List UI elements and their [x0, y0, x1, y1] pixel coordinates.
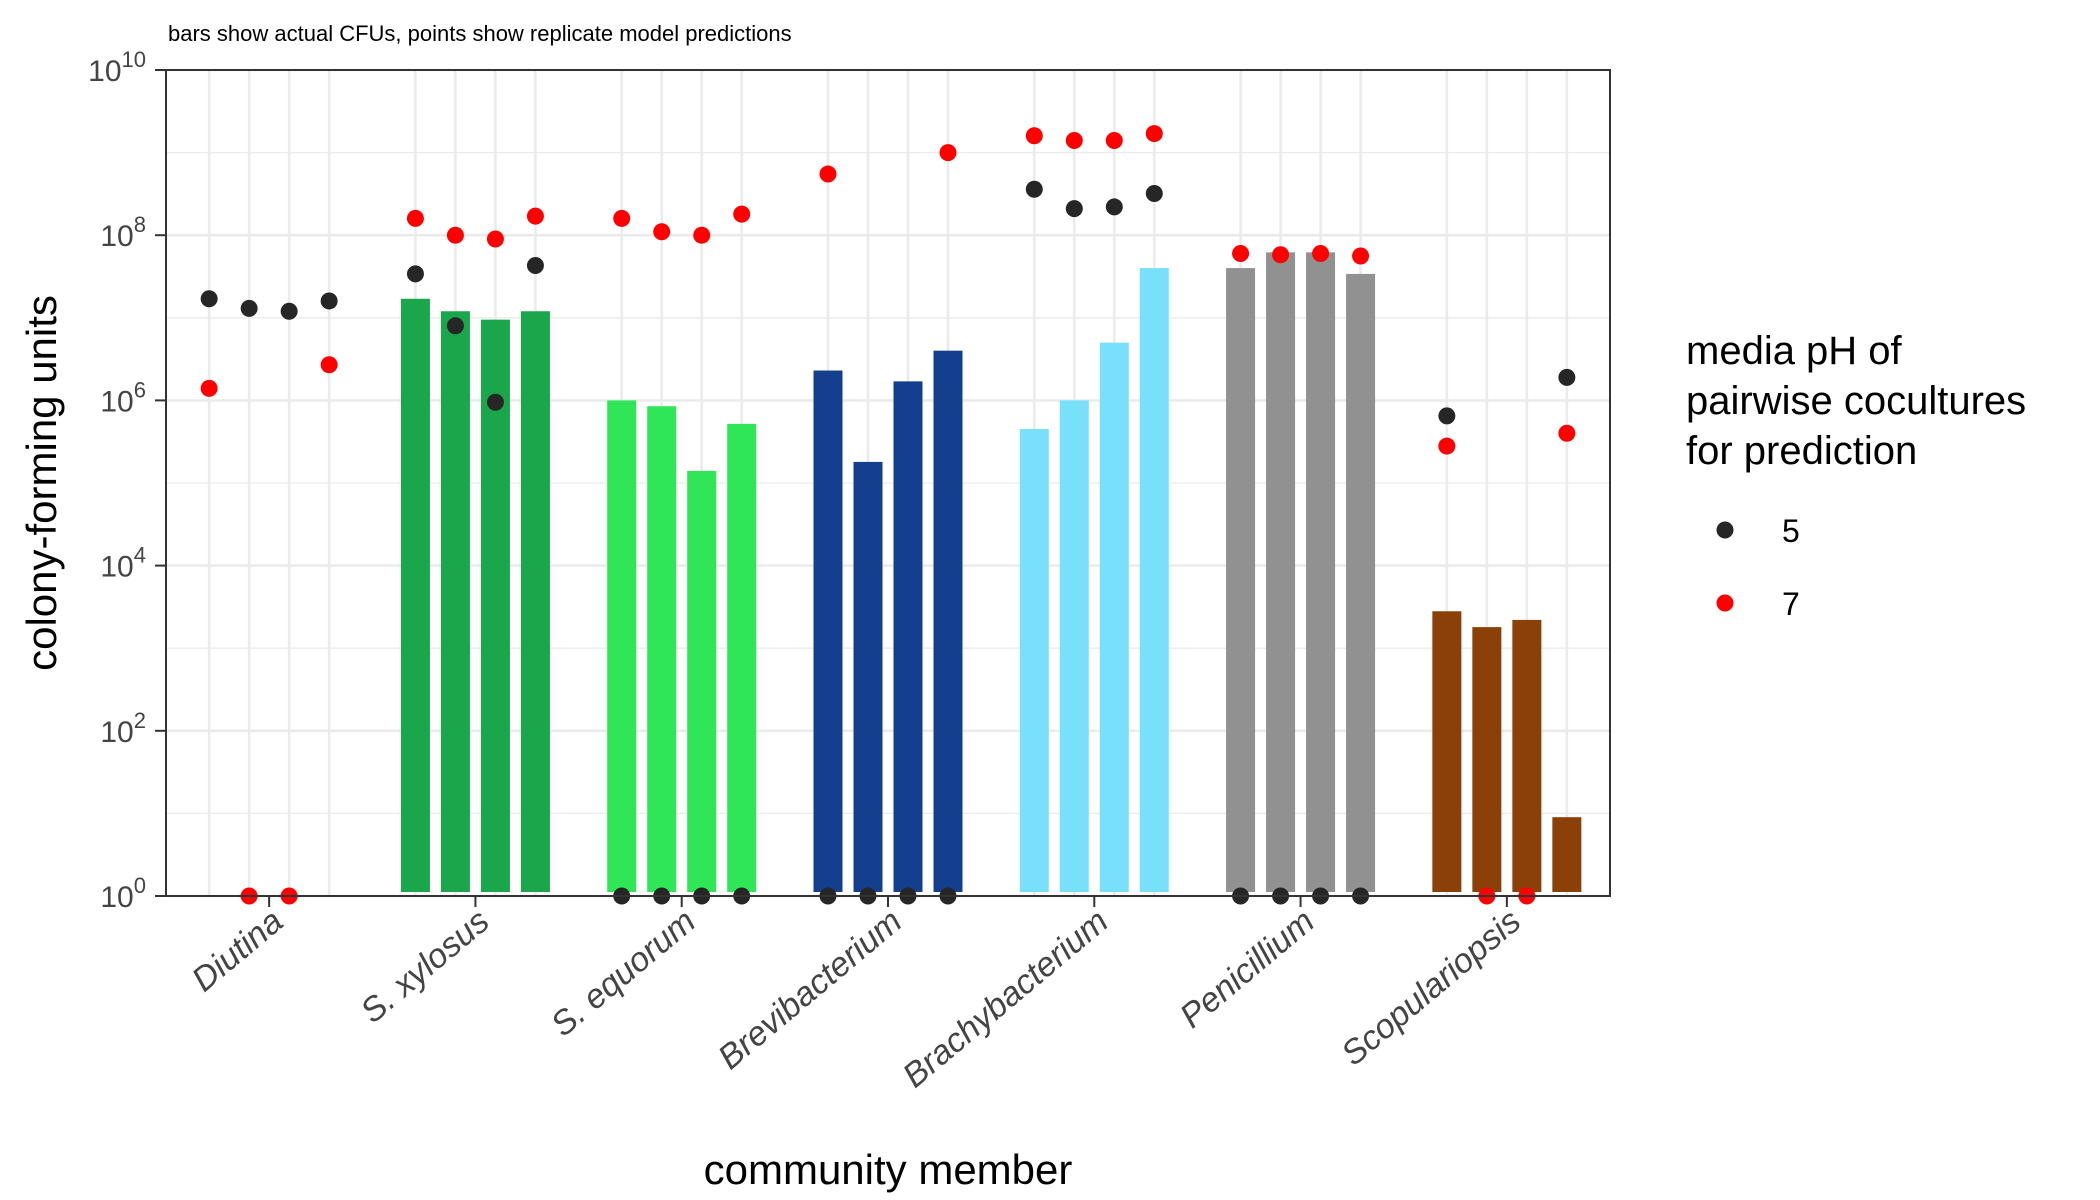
legend-label-7: 7 — [1782, 586, 1800, 622]
legend-key-7 — [1716, 594, 1734, 612]
bar-brachybacterium-rep-4 — [1139, 268, 1169, 893]
y-axis-title: colony-forming units — [18, 295, 65, 671]
point-ph5-s-xylosus — [526, 256, 544, 274]
point-ph7-s-equorum — [653, 223, 671, 241]
point-ph5-s-xylosus — [446, 317, 464, 335]
bar-penicillium-rep-3 — [1306, 252, 1336, 892]
point-ph5-scopulariopsis — [1558, 368, 1576, 386]
bar-scopulariopsis-rep-2 — [1472, 627, 1502, 892]
bar-penicillium-rep-1 — [1226, 268, 1256, 893]
chart-subtitle: bars show actual CFUs, points show repli… — [168, 21, 792, 46]
point-ph7-s-xylosus — [446, 226, 464, 244]
bar-brevibacterium-rep-3 — [893, 381, 923, 892]
legend-title-line-1: media pH of — [1686, 329, 1903, 373]
y-tick-label: 1010 — [88, 47, 146, 88]
x-axis-title: community member — [704, 1146, 1073, 1193]
x-tick-label-scopulariopsis: Scopulariopsis — [1334, 902, 1528, 1073]
bar-brevibacterium-rep-2 — [853, 461, 883, 892]
bar-s-xylosus-rep-3 — [480, 319, 510, 893]
point-ph5-brachybacterium — [1105, 198, 1123, 216]
x-tick-label-brevibacterium: Brevibacterium — [711, 902, 909, 1077]
point-ph7-penicillium — [1312, 245, 1330, 263]
y-tick-label: 104 — [100, 543, 146, 584]
point-ph7-s-xylosus — [526, 207, 544, 225]
bar-brachybacterium-rep-3 — [1099, 342, 1129, 893]
bar-brachybacterium-rep-2 — [1059, 400, 1089, 892]
point-ph5-brachybacterium — [1025, 180, 1043, 198]
legend-label-5: 5 — [1782, 513, 1800, 549]
bar-s-xylosus-rep-1 — [400, 298, 430, 893]
bar-s-equorum-rep-3 — [687, 470, 717, 892]
bar-penicillium-rep-4 — [1346, 273, 1376, 892]
point-ph5-brachybacterium — [1145, 184, 1163, 202]
point-ph7-scopulariopsis — [1558, 424, 1576, 442]
point-ph5-diutina — [240, 299, 258, 317]
point-ph7-s-xylosus — [406, 209, 424, 227]
bar-s-equorum-rep-1 — [607, 400, 637, 892]
point-ph7-penicillium — [1352, 247, 1370, 265]
point-ph7-brachybacterium — [1145, 125, 1163, 143]
bar-s-xylosus-rep-4 — [520, 311, 550, 892]
legend-key-5 — [1716, 521, 1734, 539]
point-ph7-diutina — [200, 379, 218, 397]
bar-scopulariopsis-rep-1 — [1432, 611, 1462, 892]
point-ph5-s-xylosus — [486, 393, 504, 411]
legend-title-line-3: for prediction — [1686, 429, 1917, 473]
point-ph5-scopulariopsis — [1438, 407, 1456, 425]
point-ph7-penicillium — [1232, 245, 1250, 263]
x-tick-label-penicillium: Penicillium — [1173, 902, 1322, 1036]
point-ph7-brachybacterium — [1065, 132, 1083, 150]
legend: media pH of pairwise cocultures for pred… — [1686, 329, 2026, 622]
point-ph7-s-equorum — [613, 209, 631, 227]
point-ph5-s-xylosus — [406, 265, 424, 283]
bar-brevibacterium-rep-4 — [933, 350, 963, 893]
point-ph7-brachybacterium — [1105, 132, 1123, 150]
x-axis: Diutina S. xylosus S. equorum Brevibacteriu… — [185, 896, 1528, 1095]
x-tick-label-s-equorum: S. equorum — [544, 902, 703, 1044]
y-tick-label: 106 — [100, 377, 146, 418]
bar-s-equorum-rep-4 — [727, 423, 757, 892]
y-axis: 100 102 104 106 108 1010 — [88, 47, 166, 914]
bar-scopulariopsis-rep-3 — [1512, 619, 1542, 892]
point-ph7-s-xylosus — [486, 230, 504, 248]
x-tick-label-s-xylosus: S. xylosus — [353, 902, 496, 1031]
point-ph5-diutina — [320, 292, 338, 310]
point-ph7-brevibacterium — [939, 144, 957, 162]
bar-brevibacterium-rep-1 — [813, 370, 843, 893]
bar-s-equorum-rep-2 — [647, 406, 677, 892]
y-tick-label: 108 — [100, 212, 146, 253]
point-ph5-diutina — [280, 302, 298, 320]
x-tick-label-brachybacterium: Brachybacterium — [896, 902, 1116, 1095]
point-ph7-s-equorum — [733, 205, 751, 223]
point-ph7-penicillium — [1272, 246, 1290, 264]
bar-group — [400, 252, 1582, 893]
bar-s-xylosus-rep-2 — [440, 311, 470, 892]
point-ph7-brachybacterium — [1025, 127, 1043, 145]
point-ph5-brachybacterium — [1065, 200, 1083, 218]
x-tick-label-diutina: Diutina — [185, 902, 291, 999]
point-ph5-diutina — [200, 290, 218, 308]
bar-brachybacterium-rep-1 — [1019, 429, 1049, 892]
point-ph7-s-equorum — [693, 226, 711, 244]
bar-scopulariopsis-rep-4 — [1552, 817, 1582, 892]
point-ph7-scopulariopsis — [1438, 437, 1456, 455]
y-tick-label: 102 — [100, 708, 146, 749]
point-ph7-diutina — [320, 356, 338, 374]
legend-title-line-2: pairwise cocultures — [1686, 379, 2026, 423]
bar-penicillium-rep-2 — [1266, 252, 1296, 892]
point-ph7-brevibacterium — [819, 165, 837, 183]
y-tick-label: 100 — [100, 873, 146, 914]
